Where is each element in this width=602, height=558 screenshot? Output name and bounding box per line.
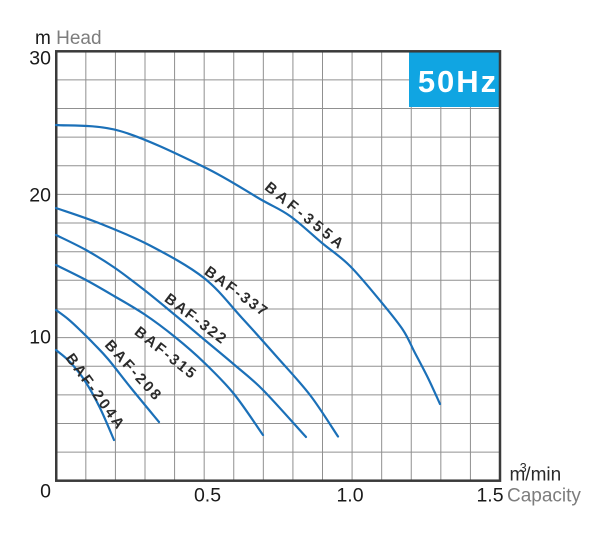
svg-text:50Hz: 50Hz: [418, 64, 498, 99]
svg-text:0: 0: [40, 481, 51, 503]
svg-text:m: m: [510, 465, 526, 486]
svg-text:/min: /min: [525, 465, 561, 486]
svg-text:BAF-355A: BAF-355A: [261, 179, 349, 255]
svg-text:1.5: 1.5: [476, 484, 503, 506]
svg-text:10: 10: [29, 327, 51, 349]
svg-text:30: 30: [29, 48, 51, 70]
svg-text:Capacity: Capacity: [507, 485, 581, 506]
svg-text:1.0: 1.0: [336, 484, 363, 506]
svg-text:20: 20: [29, 184, 51, 206]
svg-text:m Head: m Head: [35, 28, 102, 49]
svg-text:0.5: 0.5: [194, 484, 221, 506]
svg-text:BAF-322: BAF-322: [161, 290, 231, 348]
svg-text:3: 3: [520, 461, 527, 475]
